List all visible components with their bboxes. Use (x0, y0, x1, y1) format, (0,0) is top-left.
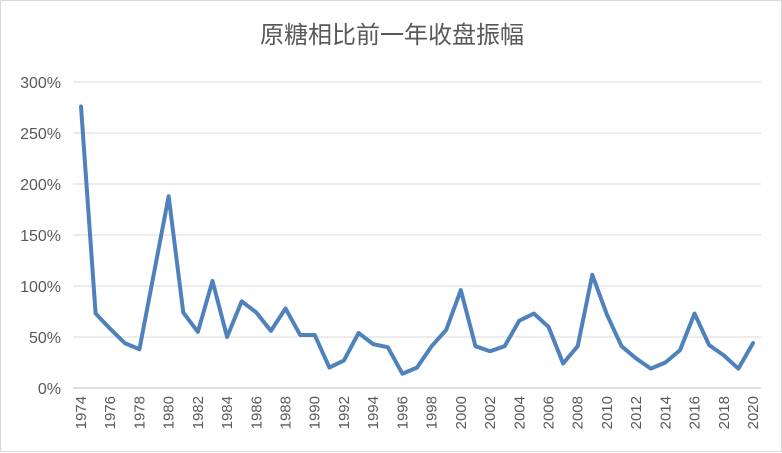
data-point (79, 104, 83, 108)
data-point (284, 306, 288, 310)
data-point (488, 349, 492, 353)
data-point (240, 299, 244, 303)
data-point (532, 312, 536, 316)
x-tick-label: 2006 (540, 396, 557, 429)
data-point (649, 367, 653, 371)
data-point (590, 273, 594, 277)
data-point (225, 335, 229, 339)
data-point (400, 372, 404, 376)
x-tick-label: 1988 (278, 396, 295, 429)
data-point (371, 342, 375, 346)
x-tick-label: 2014 (657, 396, 674, 429)
data-point (678, 348, 682, 352)
data-point (503, 344, 507, 348)
x-tick-label: 2018 (716, 396, 733, 429)
x-tick-label: 1974 (73, 396, 90, 429)
data-point (605, 313, 609, 317)
y-tick-label: 150% (20, 228, 61, 245)
data-point (342, 358, 346, 362)
x-tick-label: 2000 (453, 396, 470, 429)
data-point (722, 353, 726, 357)
data-point (693, 312, 697, 316)
x-tick-label: 2010 (599, 396, 616, 429)
data-point (152, 271, 156, 275)
data-point (620, 344, 624, 348)
x-tick-label: 2020 (745, 396, 762, 429)
data-point (357, 331, 361, 335)
data-point (444, 328, 448, 332)
x-tick-label: 2008 (570, 396, 587, 429)
data-point (327, 366, 331, 370)
data-point (751, 341, 755, 345)
y-tick-label: 50% (29, 330, 61, 347)
x-tick-label: 1978 (131, 396, 148, 429)
x-tick-label: 1984 (219, 396, 236, 429)
data-point (386, 345, 390, 349)
x-tick-label: 1992 (336, 396, 353, 429)
x-tick-label: 1990 (307, 396, 324, 429)
y-tick-label: 300% (20, 75, 61, 92)
data-point (210, 279, 214, 283)
data-point (254, 311, 258, 315)
data-point (313, 333, 317, 337)
data-point (517, 319, 521, 323)
x-tick-label: 1982 (190, 396, 207, 429)
data-point (634, 356, 638, 360)
x-tick-label: 2016 (687, 396, 704, 429)
data-point (663, 361, 667, 365)
x-tick-label: 1986 (248, 396, 265, 429)
x-tick-label: 2002 (482, 396, 499, 429)
y-tick-label: 200% (20, 177, 61, 194)
y-tick-label: 0% (38, 381, 61, 398)
y-tick-label: 250% (20, 126, 61, 143)
x-tick-label: 1996 (394, 396, 411, 429)
data-point (561, 362, 565, 366)
data-point (108, 327, 112, 331)
data-point (473, 344, 477, 348)
data-point (94, 312, 98, 316)
x-tick-label: 1994 (365, 396, 382, 429)
data-point (576, 344, 580, 348)
x-tick-label: 1976 (102, 396, 119, 429)
data-point (430, 344, 434, 348)
data-point (298, 333, 302, 337)
data-point (123, 341, 127, 345)
y-tick-label: 100% (20, 279, 61, 296)
x-tick-label: 1980 (161, 396, 178, 429)
data-point (269, 329, 273, 333)
x-tick-label: 1998 (424, 396, 441, 429)
data-point (137, 347, 141, 351)
data-point (707, 343, 711, 347)
data-point (546, 325, 550, 329)
data-point (181, 311, 185, 315)
data-point (459, 288, 463, 292)
x-tick-label: 2012 (628, 396, 645, 429)
data-point (415, 366, 419, 370)
chart-title: 原糖相比前一年收盘振幅 (260, 21, 524, 49)
x-tick-label: 2004 (511, 396, 528, 429)
series-line (79, 104, 755, 376)
data-point (736, 367, 740, 371)
data-point (196, 330, 200, 334)
data-point (167, 194, 171, 198)
